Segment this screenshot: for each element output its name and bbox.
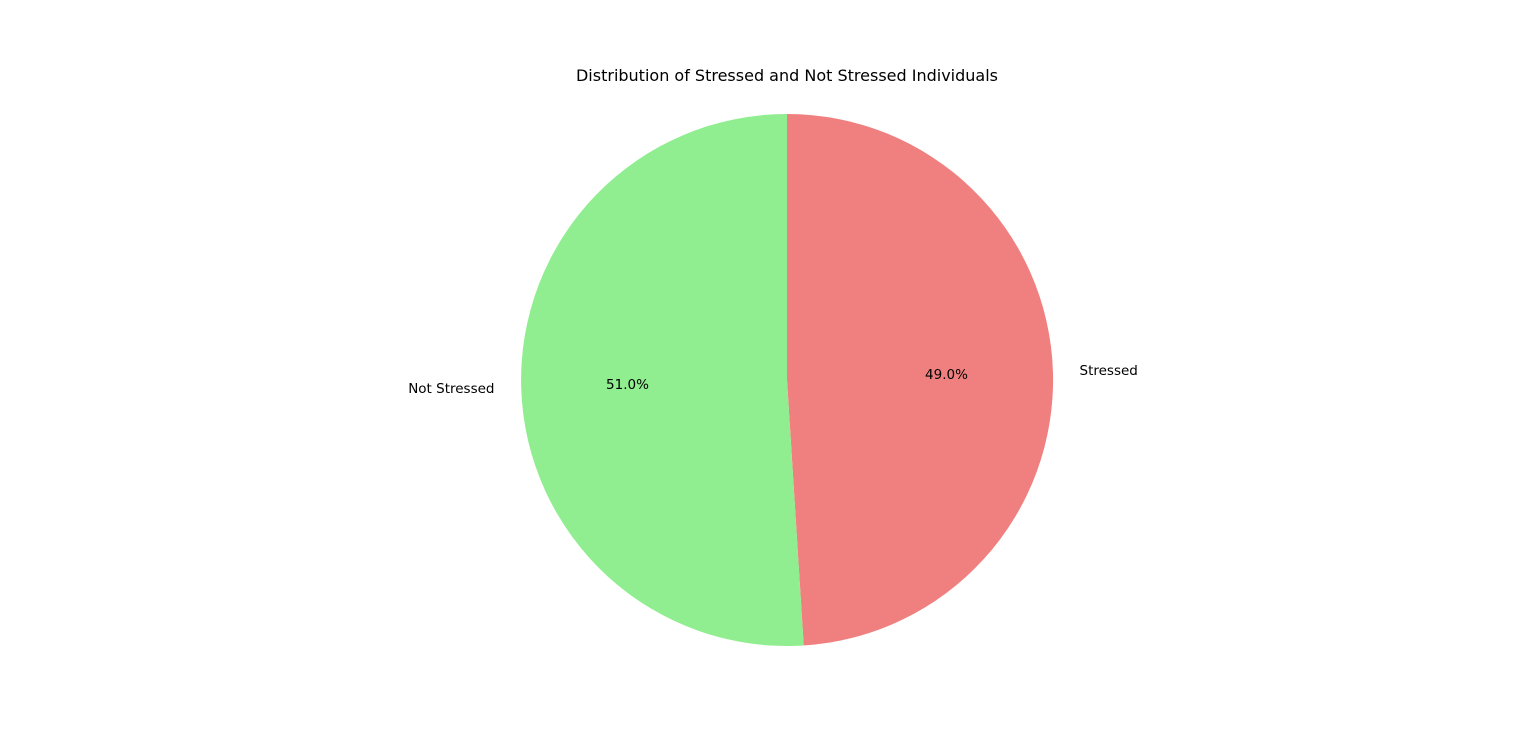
slice-percent-label: 51.0% [606, 377, 649, 393]
chart-title: Distribution of Stressed and Not Stresse… [576, 66, 998, 85]
pie-slice-not-stressed [521, 114, 804, 646]
slice-percent-label: 49.0% [925, 367, 968, 383]
pie-slices [521, 113, 1054, 646]
pie-labels: Stressed 49.0% Not Stressed 51.0% [408, 363, 1138, 397]
pie-slice-stressed [787, 113, 1054, 646]
slice-label: Stressed [1080, 363, 1138, 379]
slice-label: Not Stressed [408, 381, 494, 397]
